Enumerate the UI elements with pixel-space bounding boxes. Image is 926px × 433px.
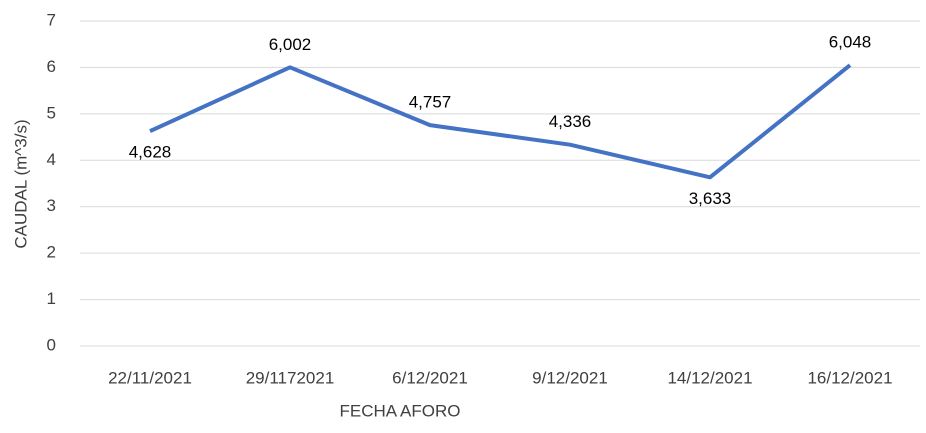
x-tick-label: 9/12/2021 — [532, 368, 608, 387]
x-tick-label: 16/12/2021 — [807, 368, 892, 387]
y-tick-label: 0 — [47, 335, 56, 354]
data-label: 6,002 — [269, 35, 312, 54]
y-tick-label: 5 — [47, 103, 56, 122]
x-axis-title: FECHA AFORO — [340, 401, 461, 420]
y-tick-label: 3 — [47, 196, 56, 215]
y-tick-label: 4 — [47, 150, 56, 169]
y-tick-label: 1 — [47, 289, 56, 308]
data-label: 4,336 — [549, 112, 592, 131]
y-axis-title: CAUDAL (m^3/s) — [11, 119, 30, 248]
data-label: 4,757 — [409, 93, 452, 112]
data-label: 6,048 — [829, 33, 872, 52]
y-tick-label: 7 — [47, 10, 56, 29]
y-tick-label: 2 — [47, 243, 56, 262]
x-tick-label: 29/1172021 — [246, 368, 335, 387]
data-label: 3,633 — [689, 189, 732, 208]
x-tick-label: 14/12/2021 — [667, 368, 752, 387]
data-label: 4,628 — [129, 143, 172, 162]
x-tick-label: 6/12/2021 — [392, 368, 468, 387]
x-tick-label: 22/11/2021 — [108, 368, 192, 387]
data-line — [149, 63, 852, 180]
y-tick-label: 6 — [47, 57, 56, 76]
